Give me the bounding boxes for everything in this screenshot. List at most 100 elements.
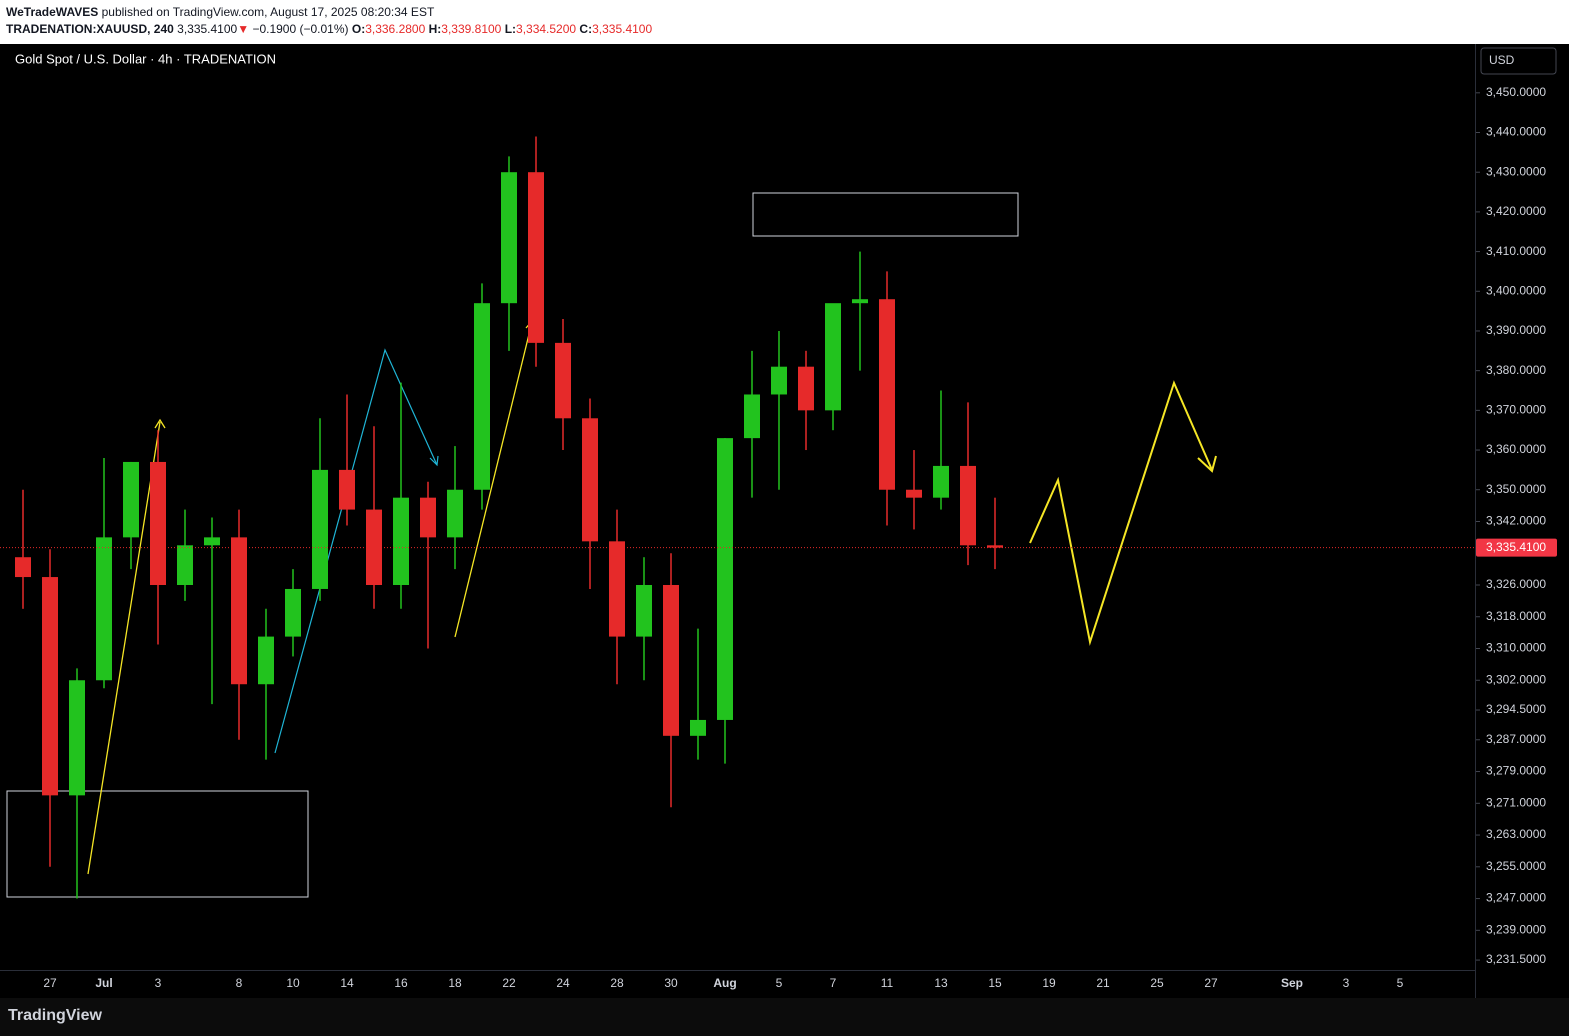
x-tick-label: 5: [1397, 976, 1404, 990]
zone-box: [752, 192, 1019, 237]
trend-arrow: [87, 421, 161, 875]
candle-body: [771, 366, 787, 395]
candle-body: [204, 537, 220, 546]
y-tick-label: 3,255.0000: [1486, 859, 1546, 873]
candle-body: [636, 584, 652, 637]
y-tick-label: 3,271.0000: [1486, 795, 1546, 809]
x-tick-label: 19: [1042, 976, 1056, 990]
x-tick-label: 30: [664, 976, 678, 990]
chart: Gold Spot / U.S. Dollar · 4h · TRADENATI…: [0, 44, 1569, 998]
x-tick-label: 8: [236, 976, 243, 990]
x-tick-label: 28: [610, 976, 624, 990]
x-tick-label: 3: [155, 976, 162, 990]
x-tick-label: 5: [776, 976, 783, 990]
header: WeTradeWAVES published on TradingView.co…: [0, 0, 1569, 44]
o: 3,336.2800: [365, 22, 426, 36]
projection: [1029, 380, 1213, 646]
candle-body: [150, 461, 166, 585]
last-price-tag: [1476, 538, 1557, 557]
y-tick-label: 3,360.0000: [1486, 442, 1546, 456]
arrow: ▼: [237, 22, 250, 36]
y-tick-label: 3,302.0000: [1486, 672, 1546, 686]
c-label: C:: [579, 22, 593, 36]
arrow-head: [154, 418, 166, 429]
footer: TradingView: [0, 998, 1569, 1036]
x-tick-label: 15: [988, 976, 1002, 990]
candle-body: [474, 303, 490, 490]
x-tick-label: 11: [881, 976, 894, 990]
y-tick-label: 3,420.0000: [1486, 204, 1546, 218]
candle-body: [933, 465, 949, 498]
y-tick-label: 3,239.0000: [1486, 922, 1546, 936]
currency-button[interactable]: [1480, 47, 1557, 75]
candle-body: [744, 394, 760, 439]
candle-body: [906, 489, 922, 498]
chart-title: Gold Spot / U.S. Dollar · 4h · TRADENATI…: [15, 51, 276, 66]
y-tick-label: 3,247.0000: [1486, 891, 1546, 905]
published: published on TradingView.com, August 17,…: [101, 5, 435, 19]
trend-arrow: [454, 321, 533, 638]
x-tick-label: Sep: [1281, 976, 1303, 990]
x-tick-label: 27: [1204, 976, 1218, 990]
candle-body: [312, 469, 328, 589]
y-tick-label: 3,342.0000: [1486, 514, 1546, 528]
y-tick-label: 3,410.0000: [1486, 244, 1546, 258]
currency: USD: [1489, 53, 1515, 67]
candle-body: [825, 303, 841, 411]
candle-body: [528, 172, 544, 343]
y-tick-label: 3,279.0000: [1486, 764, 1546, 778]
x-tick-label: 16: [394, 976, 408, 990]
l: 3,334.5200: [516, 22, 577, 36]
y-tick-label: 3,380.0000: [1486, 363, 1546, 377]
y-tick-label: 3,450.0000: [1486, 85, 1546, 99]
candle-body: [69, 680, 85, 796]
candle-body: [987, 545, 1003, 548]
candle-body: [960, 465, 976, 546]
arrow-head: [1197, 455, 1217, 473]
y-tick-label: 3,350.0000: [1486, 482, 1546, 496]
y-tick-label: 3,326.0000: [1486, 577, 1546, 591]
candle-body: [15, 557, 31, 578]
y-tick-label: 3,318.0000: [1486, 609, 1546, 623]
last-price-label: 3,335.4100: [1486, 540, 1546, 554]
candle-body: [258, 636, 274, 685]
x-tick-label: Jul: [95, 976, 112, 990]
candle-body: [393, 497, 409, 585]
wave-line: [274, 348, 438, 754]
x-tick-label: Aug: [713, 976, 736, 990]
c: 3,335.4100: [592, 22, 653, 36]
candle-body: [663, 584, 679, 736]
y-tick-label: 3,430.0000: [1486, 164, 1546, 178]
x-tick-label: 24: [556, 976, 570, 990]
x-tick-label: 13: [934, 976, 948, 990]
candle-body: [879, 299, 895, 490]
l-label: L:: [504, 22, 517, 36]
candle-body: [96, 537, 112, 681]
y-tick-label: 3,440.0000: [1486, 125, 1546, 139]
h: 3,339.8100: [441, 22, 502, 36]
candle-body: [231, 537, 247, 685]
candle-body: [339, 469, 355, 510]
candle-body: [123, 461, 139, 538]
last: 3,335.4100: [177, 22, 238, 36]
symbol: TRADENATION:XAUUSD, 240: [6, 22, 174, 36]
candle-body: [366, 509, 382, 585]
candle-body: [609, 541, 625, 637]
brand: TradingView: [8, 1007, 102, 1024]
candle-body: [717, 438, 733, 720]
quote-line: TRADENATION:XAUUSD, 240 3,335.4100▼ −0.1…: [6, 22, 652, 36]
x-tick-label: 18: [448, 976, 462, 990]
y-tick-label: 3,263.0000: [1486, 827, 1546, 841]
x-tick-label: 14: [340, 976, 354, 990]
candle-body: [690, 719, 706, 736]
y-tick-label: 3,231.5000: [1486, 952, 1546, 966]
x-tick-label: 22: [502, 976, 516, 990]
candle-body: [852, 299, 868, 304]
h-label: H:: [428, 22, 442, 36]
candle-body: [582, 418, 598, 542]
y-tick-label: 3,370.0000: [1486, 403, 1546, 417]
y-tick-label: 3,310.0000: [1486, 641, 1546, 655]
y-tick-label: 3,390.0000: [1486, 323, 1546, 337]
candle-body: [42, 577, 58, 796]
